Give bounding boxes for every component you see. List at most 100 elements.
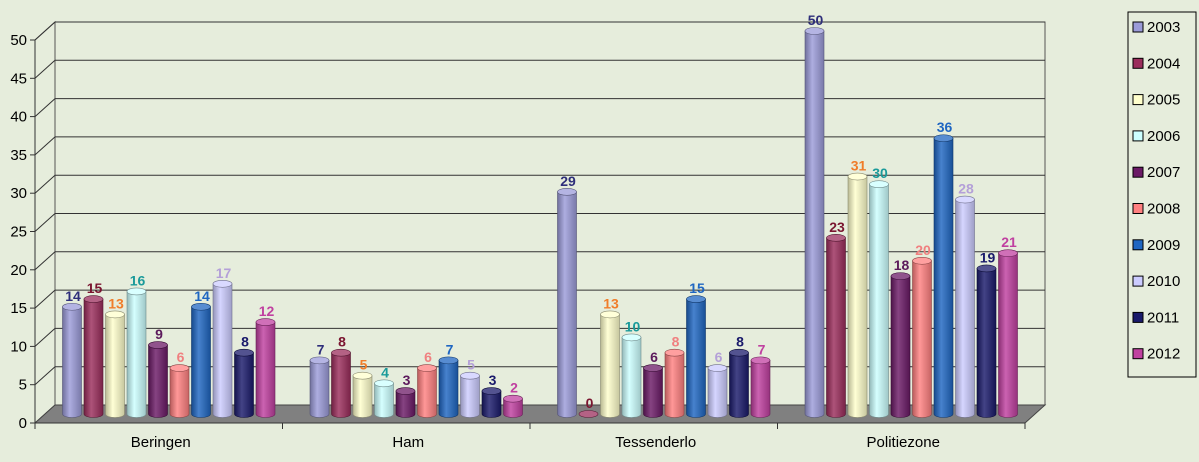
- bar-body: [557, 191, 577, 418]
- data-label: 6: [177, 349, 185, 365]
- legend-label: 2008: [1147, 201, 1180, 218]
- bar: [826, 234, 846, 418]
- y-tick-label: 35: [10, 147, 27, 164]
- bar: [643, 364, 663, 418]
- bar-body: [804, 30, 825, 418]
- data-label: 18: [894, 257, 910, 273]
- bar: [169, 364, 190, 418]
- bar-body: [83, 298, 104, 418]
- bar: [234, 348, 254, 418]
- y-tick-label: 15: [10, 300, 27, 317]
- bar: [890, 272, 911, 418]
- data-label: 15: [87, 280, 103, 296]
- legend-label: 2004: [1147, 55, 1180, 72]
- data-label: 17: [216, 265, 232, 281]
- bar-body: [847, 176, 868, 418]
- legend-label: 2005: [1147, 92, 1180, 109]
- bar: [804, 27, 825, 418]
- bar: [255, 318, 276, 418]
- bar-body: [126, 291, 147, 418]
- legend-label: 2010: [1147, 273, 1180, 290]
- data-label: 29: [560, 173, 576, 189]
- x-tick-label: Tessenderlo: [615, 434, 696, 451]
- bar-body: [707, 367, 728, 418]
- data-label: 6: [715, 349, 723, 365]
- bar-top: [374, 379, 394, 388]
- bar-top: [933, 134, 954, 143]
- bar: [578, 410, 599, 418]
- data-label: 15: [689, 280, 705, 296]
- data-label: 8: [672, 334, 680, 350]
- bar-body: [643, 367, 663, 418]
- bar-top: [729, 348, 749, 357]
- y-tick-label: 50: [10, 32, 27, 49]
- data-label: 36: [937, 119, 953, 135]
- legend-swatch: [1132, 94, 1144, 106]
- data-label: 8: [241, 334, 249, 350]
- data-label: 3: [403, 372, 411, 388]
- bar: [933, 134, 954, 418]
- bar-top: [621, 333, 642, 342]
- bar-top: [438, 356, 459, 365]
- gridline-diagonal: [34, 328, 56, 347]
- gridline-diagonal: [34, 289, 56, 309]
- bar-body: [352, 375, 373, 418]
- gridline-diagonal: [34, 98, 56, 117]
- bar-body: [750, 360, 771, 418]
- gridline-diagonal: [34, 174, 56, 194]
- data-label: 30: [872, 165, 888, 181]
- data-label: 0: [586, 395, 594, 411]
- bar-top: [804, 27, 825, 35]
- data-label: 3: [489, 372, 497, 388]
- bar: [309, 356, 330, 418]
- bar-body: [62, 306, 82, 418]
- data-label: 7: [758, 341, 766, 357]
- legend-label: 2007: [1147, 164, 1180, 181]
- bar-body: [933, 137, 954, 418]
- y-tick-label: 45: [10, 70, 27, 87]
- data-label: 16: [130, 272, 146, 288]
- data-label: 4: [381, 364, 389, 380]
- data-label: 7: [317, 341, 325, 357]
- bar-body: [148, 344, 168, 418]
- bar: [212, 279, 233, 418]
- x-tick-label: Beringen: [131, 434, 191, 451]
- data-label: 31: [851, 158, 867, 174]
- bar-top: [148, 341, 168, 349]
- bar-body: [686, 298, 706, 418]
- x-tick-label: Ham: [392, 434, 424, 451]
- legend-swatch: [1132, 57, 1144, 69]
- bar: [331, 348, 351, 418]
- bar: [395, 387, 416, 418]
- bar-body: [869, 183, 889, 418]
- data-label: 8: [736, 334, 744, 350]
- bar-top: [62, 302, 82, 311]
- bar: [62, 302, 82, 418]
- bar-body: [255, 321, 276, 418]
- bar-top: [600, 310, 620, 319]
- data-label: 28: [958, 181, 974, 197]
- gridline-diagonal: [34, 251, 56, 271]
- y-tick-label: 40: [10, 109, 27, 126]
- bar-top: [847, 172, 868, 181]
- bar: [998, 249, 1018, 418]
- data-label: 9: [155, 326, 163, 342]
- bar: [105, 310, 125, 418]
- legend-label: 2009: [1147, 237, 1180, 254]
- bar: [664, 348, 685, 418]
- bar-top: [234, 348, 254, 357]
- bar: [557, 188, 577, 418]
- bar-body: [621, 337, 642, 418]
- bar: [729, 348, 749, 418]
- bar: [600, 310, 620, 418]
- bar-body: [998, 252, 1018, 418]
- bar-top: [169, 364, 190, 372]
- bar-top: [395, 387, 416, 395]
- data-label: 23: [829, 219, 845, 235]
- bar-body: [309, 360, 330, 418]
- bar-body: [912, 260, 932, 418]
- bar-body: [826, 237, 846, 418]
- bar-top: [126, 287, 147, 296]
- y-tick-label: 10: [10, 338, 27, 355]
